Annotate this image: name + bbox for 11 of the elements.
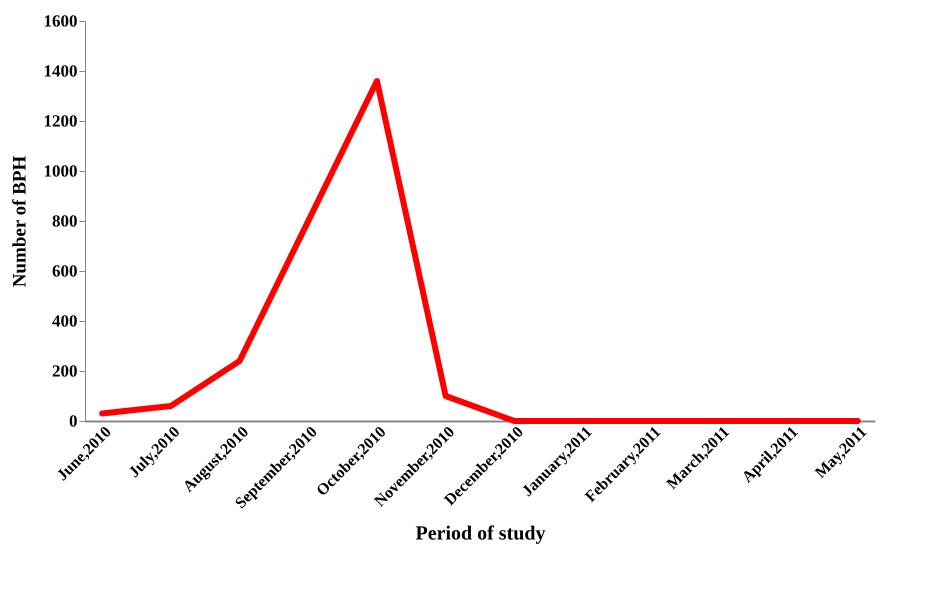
y-tick-label: 1600 [44,12,78,30]
y-tick-label: 0 [69,412,78,430]
y-tick-label: 200 [52,362,78,380]
y-tick-label: 600 [52,262,78,280]
y-tick-label: 1200 [44,112,78,130]
y-tick-label: 1400 [44,62,78,80]
y-tick-label: 400 [52,312,78,330]
x-axis-title: Period of study [416,522,546,544]
y-axis-title: Number of BPH [10,155,30,288]
y-tick-label: 1000 [44,162,78,180]
y-tick-label: 800 [52,212,78,230]
